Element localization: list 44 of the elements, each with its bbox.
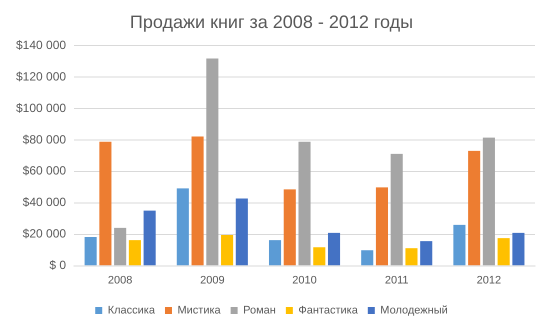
- legend-label: Классика: [108, 304, 156, 317]
- bar: [206, 58, 218, 266]
- y-tick-label: $100 000: [16, 100, 66, 115]
- bar: [99, 142, 112, 266]
- chart-title: Продажи книг за 2008 - 2012 годы: [130, 12, 414, 32]
- bar: [405, 248, 418, 266]
- bar: [482, 138, 495, 266]
- y-tick-label: $60 000: [22, 164, 66, 178]
- y-tick-label: $80 000: [22, 132, 66, 146]
- bar: [176, 188, 189, 266]
- bar: [221, 234, 234, 266]
- x-tick-label: 2009: [200, 274, 225, 286]
- bar: [236, 198, 248, 266]
- legend-label: Фантастика: [298, 304, 359, 317]
- bar: [284, 189, 296, 266]
- bar: [498, 238, 510, 266]
- y-tick-label: $120 000: [16, 69, 66, 84]
- bar: [390, 154, 403, 266]
- bar: [468, 150, 480, 266]
- y-tick-label: $ 0: [49, 258, 66, 272]
- bar: [84, 237, 97, 266]
- bar: [453, 224, 466, 266]
- bar: [298, 142, 311, 266]
- bar: [361, 250, 374, 266]
- y-tick-label: $40 000: [22, 195, 66, 210]
- y-tick-label: $20 000: [22, 226, 66, 241]
- x-tick-label: 2010: [292, 274, 317, 286]
- bar: [114, 228, 126, 266]
- bar: [192, 136, 204, 266]
- bar: [268, 240, 282, 266]
- bar: [144, 210, 156, 266]
- legend-label: Мистика: [177, 304, 222, 317]
- bar: [128, 240, 141, 266]
- x-tick-label: 2012: [476, 274, 502, 286]
- y-tick-label: $140 000: [16, 38, 66, 52]
- legend-label: Молодежный: [380, 304, 448, 317]
- bar: [313, 247, 326, 266]
- bar: [376, 187, 388, 266]
- bar: [328, 232, 340, 266]
- bar: [420, 241, 432, 266]
- bar: [512, 232, 524, 266]
- legend-label: Роман: [243, 304, 276, 317]
- x-tick-label: 2011: [384, 274, 409, 286]
- x-tick-label: 2008: [108, 274, 132, 286]
